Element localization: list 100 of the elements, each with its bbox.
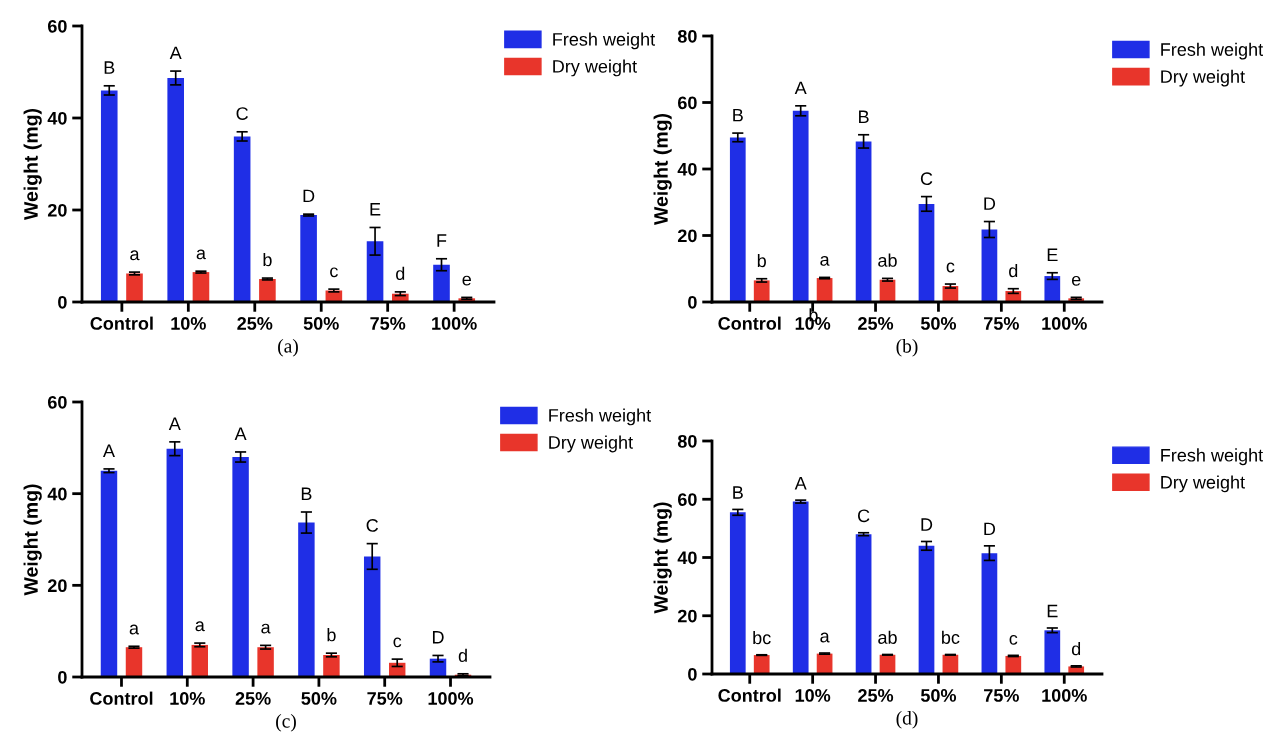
data-label: ab: [878, 253, 897, 267]
data-label: C: [857, 509, 870, 523]
x-axis-title: (a): [278, 338, 298, 357]
y-axis-title: Weight (mg): [23, 108, 42, 220]
x-tick-label: 25%: [235, 692, 271, 705]
bar: [192, 272, 210, 302]
data-label: b: [327, 628, 336, 642]
bar: [233, 136, 251, 302]
y-tick-label: 0: [58, 670, 67, 684]
y-tick-label: 20: [677, 609, 697, 623]
data-label: e: [1071, 275, 1081, 286]
data-label: A: [103, 444, 115, 457]
x-tick-label: 50%: [303, 317, 339, 330]
bar: [753, 280, 770, 302]
data-label: B: [733, 486, 743, 499]
x-axis-title: (d): [896, 710, 918, 729]
data-label: D: [984, 197, 996, 210]
bar: [855, 534, 872, 674]
bar: [918, 203, 935, 302]
legend-label: Fresh weight: [1161, 448, 1264, 466]
y-tick-label: 20: [677, 229, 697, 243]
data-label: d: [458, 648, 467, 662]
data-label: E: [370, 203, 381, 216]
bar: [323, 655, 340, 677]
bar: [433, 264, 450, 302]
data-label: c: [1009, 634, 1018, 645]
data-label: b: [263, 252, 272, 267]
data-label: a: [196, 249, 206, 260]
data-label: a: [130, 250, 140, 261]
y-tick-label: 60: [48, 19, 67, 33]
x-tick-label: Control: [90, 316, 153, 330]
data-label: c: [393, 637, 402, 648]
bar: [792, 501, 809, 674]
bar: [855, 141, 872, 302]
x-axis-title: (c): [276, 713, 296, 732]
bar: [792, 110, 809, 302]
legend-label: Fresh weight: [549, 408, 652, 426]
x-tick-label: 50%: [920, 317, 957, 330]
x-tick-label: 10%: [795, 689, 831, 702]
bar: [366, 241, 384, 302]
y-axis-title: Weight (mg): [653, 502, 672, 614]
bar: [942, 654, 959, 674]
data-label: D: [921, 518, 933, 531]
y-tick-label: 20: [47, 203, 67, 217]
legend-label: Dry weight: [549, 435, 633, 453]
x-tick-label: 75%: [370, 317, 406, 330]
bar: [259, 279, 276, 302]
x-tick-label: 75%: [984, 689, 1019, 702]
x-tick-label: 10%: [170, 692, 205, 705]
data-label: E: [1047, 248, 1058, 262]
bar: [167, 77, 184, 302]
data-label: e: [462, 275, 471, 286]
x-tick-label: 10%: [171, 317, 206, 330]
x-tick-label: 100%: [432, 317, 477, 330]
bar: [125, 647, 143, 677]
data-label: B: [301, 487, 312, 500]
x-tick-label: 100%: [428, 692, 474, 705]
x-tick-label: 100%: [1042, 689, 1087, 702]
bar: [100, 470, 118, 677]
data-label: a: [129, 624, 140, 635]
data-label: d: [396, 266, 405, 281]
bar: [100, 90, 118, 302]
y-tick-label: 40: [677, 551, 697, 565]
x-tick-label: Control: [718, 316, 781, 330]
y-tick-label: 40: [47, 111, 67, 125]
data-label: B: [859, 110, 869, 124]
data-label: A: [168, 417, 181, 430]
data-label: d: [1071, 642, 1081, 656]
data-label: bc: [753, 630, 771, 645]
data-label: a: [820, 255, 830, 266]
bar: [1044, 276, 1061, 302]
y-tick-label: 0: [688, 295, 697, 309]
data-label: D: [303, 189, 315, 203]
data-label: A: [794, 476, 807, 490]
bar: [918, 545, 935, 674]
x-tick-label: 25%: [237, 317, 273, 330]
data-label: B: [733, 108, 743, 122]
data-label: A: [794, 81, 807, 95]
legend-label: Dry weight: [1161, 69, 1245, 87]
legend-label: Dry weight: [553, 59, 637, 77]
data-label: b: [757, 253, 766, 268]
data-label: A: [169, 46, 182, 60]
data-label: c: [946, 262, 955, 273]
y-tick-label: 0: [58, 295, 67, 309]
data-label: A: [234, 427, 247, 440]
bar: [981, 229, 998, 302]
x-tick-label: 75%: [984, 317, 1019, 330]
y-tick-label: 60: [48, 395, 67, 409]
y-tick-label: 60: [678, 493, 697, 506]
bar: [191, 644, 209, 677]
bar: [981, 553, 998, 674]
y-tick-label: 20: [47, 579, 67, 593]
bar: [232, 457, 249, 677]
y-tick-label: 40: [47, 487, 67, 501]
data-label: D: [432, 631, 444, 644]
bar: [166, 448, 184, 677]
data-label: C: [366, 519, 379, 532]
data-label: d: [1009, 263, 1018, 278]
bar: [1005, 655, 1022, 674]
legend-label: Fresh weight: [553, 32, 656, 50]
